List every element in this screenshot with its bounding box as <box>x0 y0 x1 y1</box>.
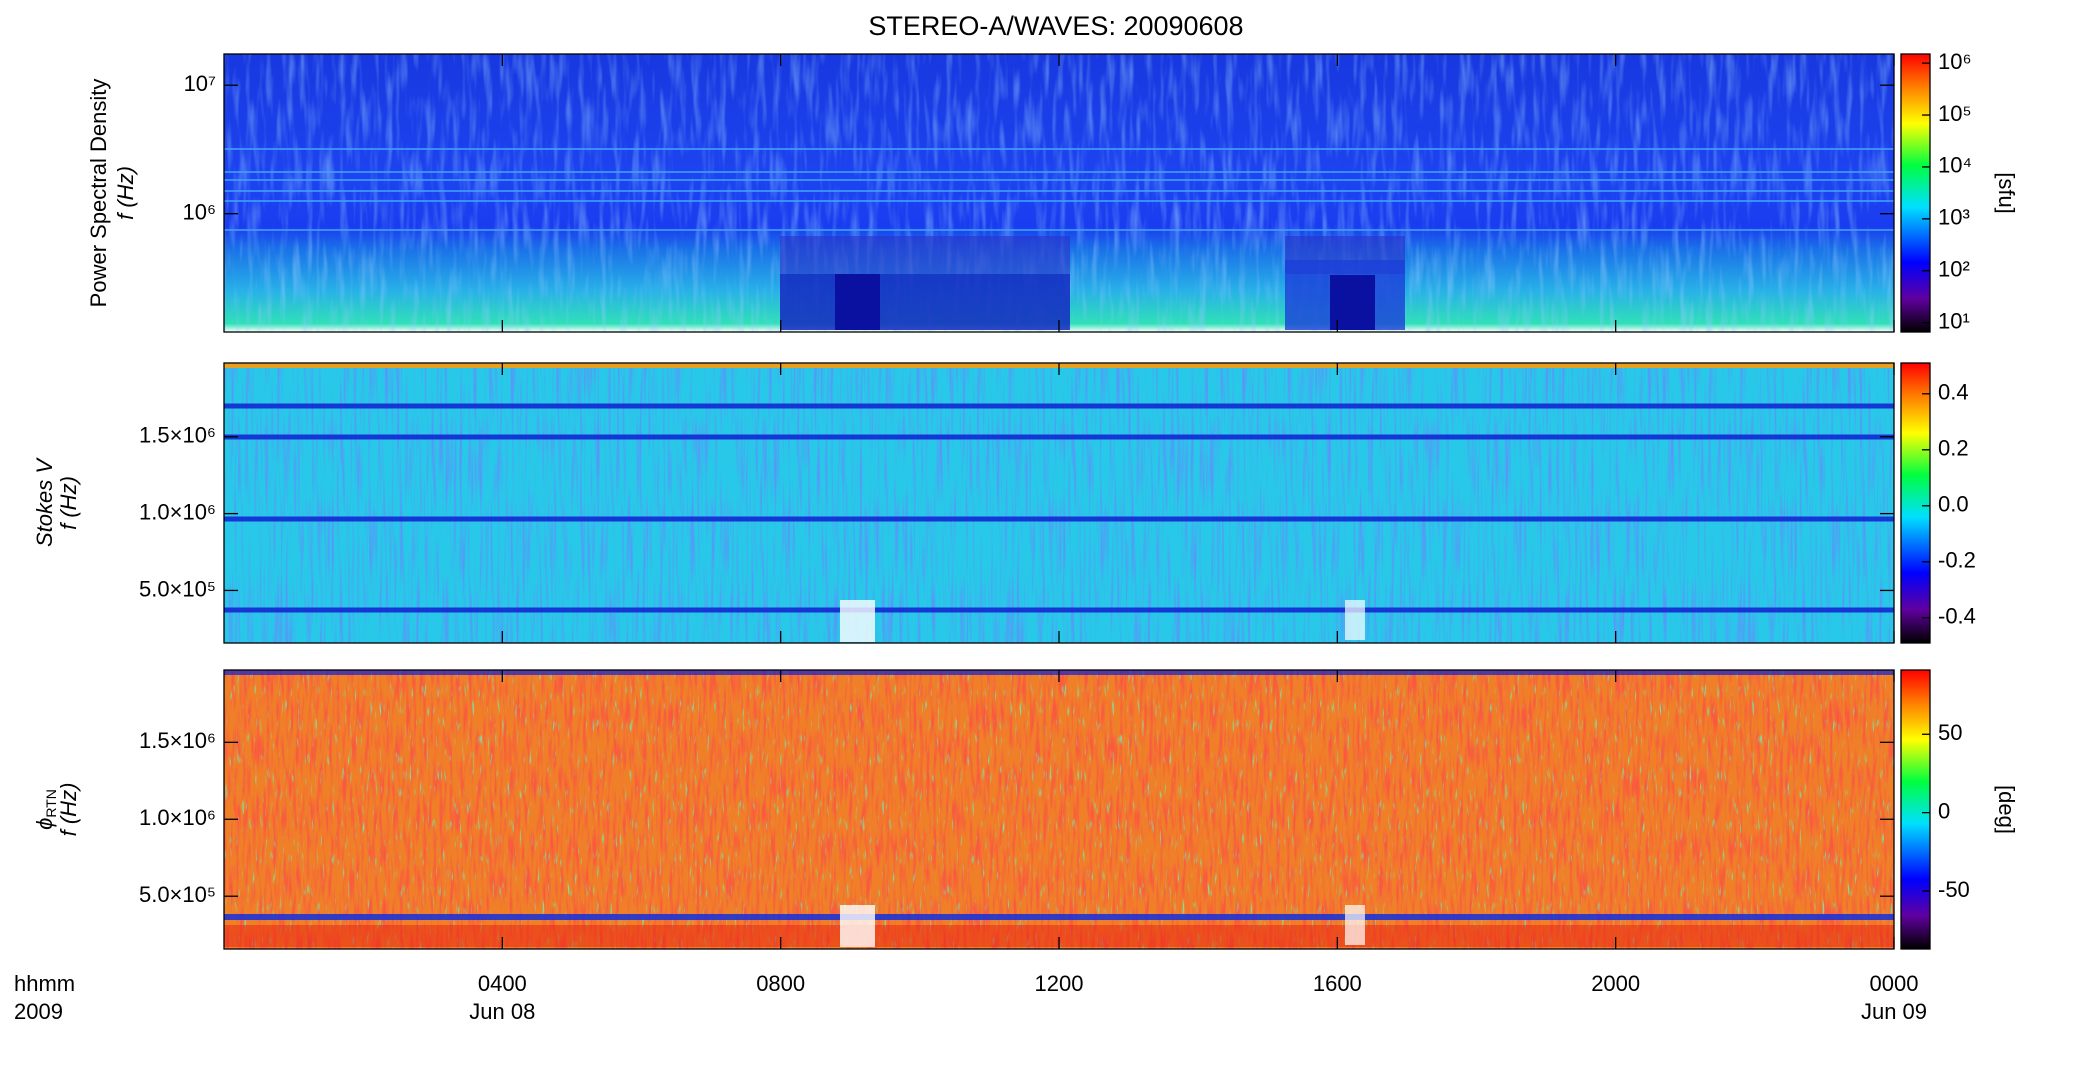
y-axis-label: f (Hz) <box>113 166 138 220</box>
y-tick-label: 5.0×10⁵ <box>139 882 216 907</box>
y-axis-label-symbol: ϕ <box>32 818 57 830</box>
x-tick-label: 1600 <box>1313 971 1362 996</box>
chart-title: STEREO-A/WAVES: 20090608 <box>868 11 1243 41</box>
x-tick-label: 2000 <box>1591 971 1640 996</box>
colorbar-label: [deg] <box>1994 785 2019 834</box>
y-axis-label: f (Hz) <box>56 476 81 530</box>
colorbar-tick-label: -0.4 <box>1938 604 1976 629</box>
spectrogram-1 <box>224 54 1894 332</box>
y-tick-label: 10⁶ <box>182 200 216 225</box>
colorbar-tick-label: -0.2 <box>1938 548 1976 573</box>
x-date-label: Jun 08 <box>469 999 535 1024</box>
colorbar-tick-label: 10³ <box>1938 205 1970 230</box>
y-axis-label: f (Hz) <box>56 783 81 837</box>
y-tick-label: 10⁷ <box>184 71 216 96</box>
colorbar-tick-label: -50 <box>1938 877 1970 902</box>
x-axis-label: hhmm <box>14 971 75 996</box>
colorbar-tick-label: 10¹ <box>1938 308 1970 333</box>
x-tick-label: 0800 <box>756 971 805 996</box>
colorbar-tick-label: 0.0 <box>1938 492 1969 517</box>
x-date-label: Jun 09 <box>1861 999 1927 1024</box>
y-tick-label: 1.0×10⁶ <box>139 499 216 524</box>
colorbar <box>1900 362 1931 644</box>
x-tick-label: 0000 <box>1870 971 1919 996</box>
y-tick-label: 1.5×10⁶ <box>139 728 216 753</box>
colorbar-tick-label: 0.4 <box>1938 380 1969 405</box>
colorbar-tick-label: 10⁶ <box>1938 49 1972 74</box>
y-axis-label-subscript: RTN <box>43 789 59 818</box>
spectrogram-2 <box>224 363 1894 643</box>
colorbar-tick-label: 50 <box>1938 720 1962 745</box>
spectrogram-3 <box>224 670 1894 949</box>
colorbar <box>1900 669 1931 950</box>
y-axis-label: ϕRTN <box>32 789 59 830</box>
colorbar-tick-label: 10⁴ <box>1938 153 1972 178</box>
y-tick-label: 1.5×10⁶ <box>139 423 216 448</box>
colorbar-tick-label: 10⁵ <box>1938 101 1972 126</box>
y-tick-label: 1.0×10⁶ <box>139 805 216 830</box>
colorbar-tick-label: 10² <box>1938 257 1970 282</box>
colorbar <box>1900 53 1931 333</box>
y-axis-label: Power Spectral Density <box>86 79 111 308</box>
colorbar-label: [sfu] <box>1994 172 2019 214</box>
x-tick-label: 0400 <box>478 971 527 996</box>
y-tick-label: 5.0×10⁵ <box>139 576 216 601</box>
x-tick-label: 1200 <box>1035 971 1084 996</box>
colorbar-tick-label: 0.2 <box>1938 436 1969 461</box>
colorbar-tick-label: 0 <box>1938 798 1950 823</box>
x-axis-label: 2009 <box>14 999 63 1024</box>
y-axis-label: Stokes V <box>32 457 57 547</box>
